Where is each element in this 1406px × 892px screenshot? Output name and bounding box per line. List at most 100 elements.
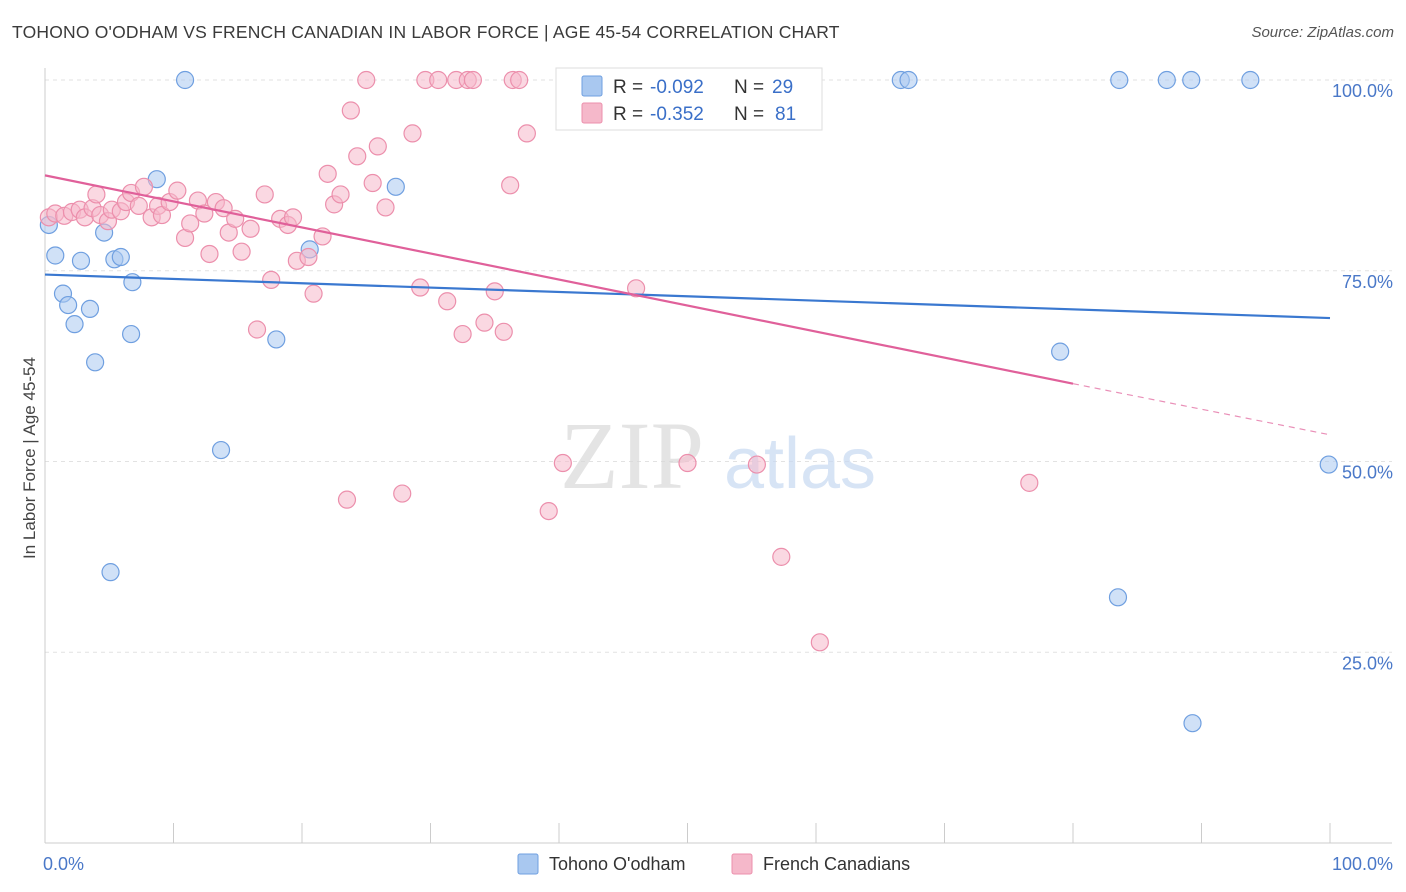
point-french [181, 214, 200, 233]
point-french [200, 244, 219, 264]
point-french [438, 292, 457, 311]
point-french [368, 137, 387, 156]
point-tohono [1108, 588, 1128, 607]
point-french [341, 101, 360, 120]
trend-lines [44, 174, 1331, 436]
point-tohono [71, 251, 91, 270]
point-french [247, 320, 267, 339]
point-tohono [80, 299, 100, 318]
stats-n-label-french: N = [734, 104, 764, 125]
trend-line-tohono [44, 273, 1331, 320]
point-french [376, 198, 395, 217]
point-tohono [46, 246, 65, 265]
point-french [517, 124, 536, 143]
y-tick-label: 100.0% [1332, 81, 1393, 101]
point-french [453, 324, 472, 344]
point-french [304, 284, 323, 303]
point-tohono [1110, 70, 1129, 90]
point-french [232, 242, 251, 261]
legend-swatch-tohono [517, 853, 539, 875]
point-tohono [101, 563, 120, 582]
stats-swatch-tohono [581, 75, 603, 97]
point-french [241, 219, 260, 238]
point-french [772, 547, 791, 566]
stats-n-value-tohono: 29 [772, 77, 793, 98]
point-french [463, 70, 483, 90]
point-tohono [211, 440, 231, 460]
point-french [485, 282, 504, 301]
legend-label-tohono: Tohono O'odham [549, 854, 686, 874]
point-french [299, 247, 318, 267]
y-axis-label: In Labor Force | Age 45-54 [20, 357, 39, 559]
point-french [553, 453, 572, 473]
point-tohono [65, 315, 84, 334]
point-tohono [1241, 70, 1260, 90]
point-french [331, 185, 350, 204]
stats-r-label-french: R = [613, 104, 643, 125]
point-french [810, 633, 829, 652]
point-french [403, 124, 422, 143]
stats-n-label-tohono: N = [734, 77, 764, 98]
point-tohono [1183, 714, 1202, 733]
stats-n-value-french: 81 [775, 104, 796, 125]
legend-label-french: French Canadians [763, 854, 910, 874]
point-tohono [267, 330, 286, 349]
trend-line-french [44, 174, 1074, 385]
point-french [393, 484, 412, 503]
point-tohono [111, 247, 130, 267]
point-french [494, 322, 513, 341]
legend-swatch-french [731, 853, 753, 875]
watermark-atlas: atlas [724, 424, 876, 504]
point-tohono [1319, 455, 1338, 474]
point-tohono [899, 70, 918, 90]
point-french [337, 490, 357, 509]
point-french [318, 164, 337, 183]
point-french [255, 185, 274, 204]
trend-extension-french [1072, 383, 1331, 436]
point-french [475, 313, 494, 332]
stats-r-value-tohono: -0.092 [650, 77, 704, 98]
point-french [129, 196, 148, 215]
point-french [429, 70, 448, 90]
point-tohono [59, 295, 78, 315]
watermark: ZIP atlas [560, 402, 876, 509]
point-french [357, 70, 376, 90]
point-french [539, 501, 558, 521]
y-tick-label: 25.0% [1342, 653, 1393, 673]
data-points [39, 70, 1338, 733]
point-french [283, 208, 303, 227]
point-french [510, 70, 529, 90]
stats-r-label-tohono: R = [613, 77, 643, 98]
point-tohono [121, 324, 141, 344]
point-french [363, 173, 382, 193]
point-french [134, 177, 154, 196]
stats-r-value-french: -0.352 [650, 104, 704, 125]
point-tohono [1157, 70, 1176, 90]
chart-title: TOHONO O'ODHAM VS FRENCH CANADIAN IN LAB… [12, 22, 840, 42]
source-label: Source: ZipAtlas.com [1251, 24, 1394, 41]
point-french [87, 185, 106, 204]
legend: Tohono O'odham French Canadians [517, 853, 910, 875]
stats-box: R = -0.092 N = 29 R = -0.352 N = 81 [555, 67, 823, 131]
point-french [501, 176, 520, 195]
point-french [348, 147, 367, 166]
x-tick-label: 0.0% [43, 854, 84, 874]
y-tick-label: 75.0% [1342, 272, 1393, 292]
watermark-zip: ZIP [560, 402, 704, 509]
axes [44, 68, 1392, 844]
tick-labels: 25.0% 50.0% 75.0% 100.0% 0.0% 100.0% [43, 81, 1393, 874]
point-french [168, 181, 187, 200]
point-tohono [86, 353, 105, 372]
grid-lines [45, 79, 1392, 653]
point-french [678, 453, 697, 473]
point-tohono [175, 70, 195, 90]
point-french [747, 455, 766, 474]
point-tohono [1182, 70, 1201, 90]
stats-swatch-french [581, 102, 603, 124]
point-tohono [1051, 342, 1070, 361]
point-french [1020, 473, 1039, 492]
x-tick-label: 100.0% [1332, 854, 1393, 874]
point-french [626, 279, 646, 298]
point-tohono [386, 177, 405, 196]
